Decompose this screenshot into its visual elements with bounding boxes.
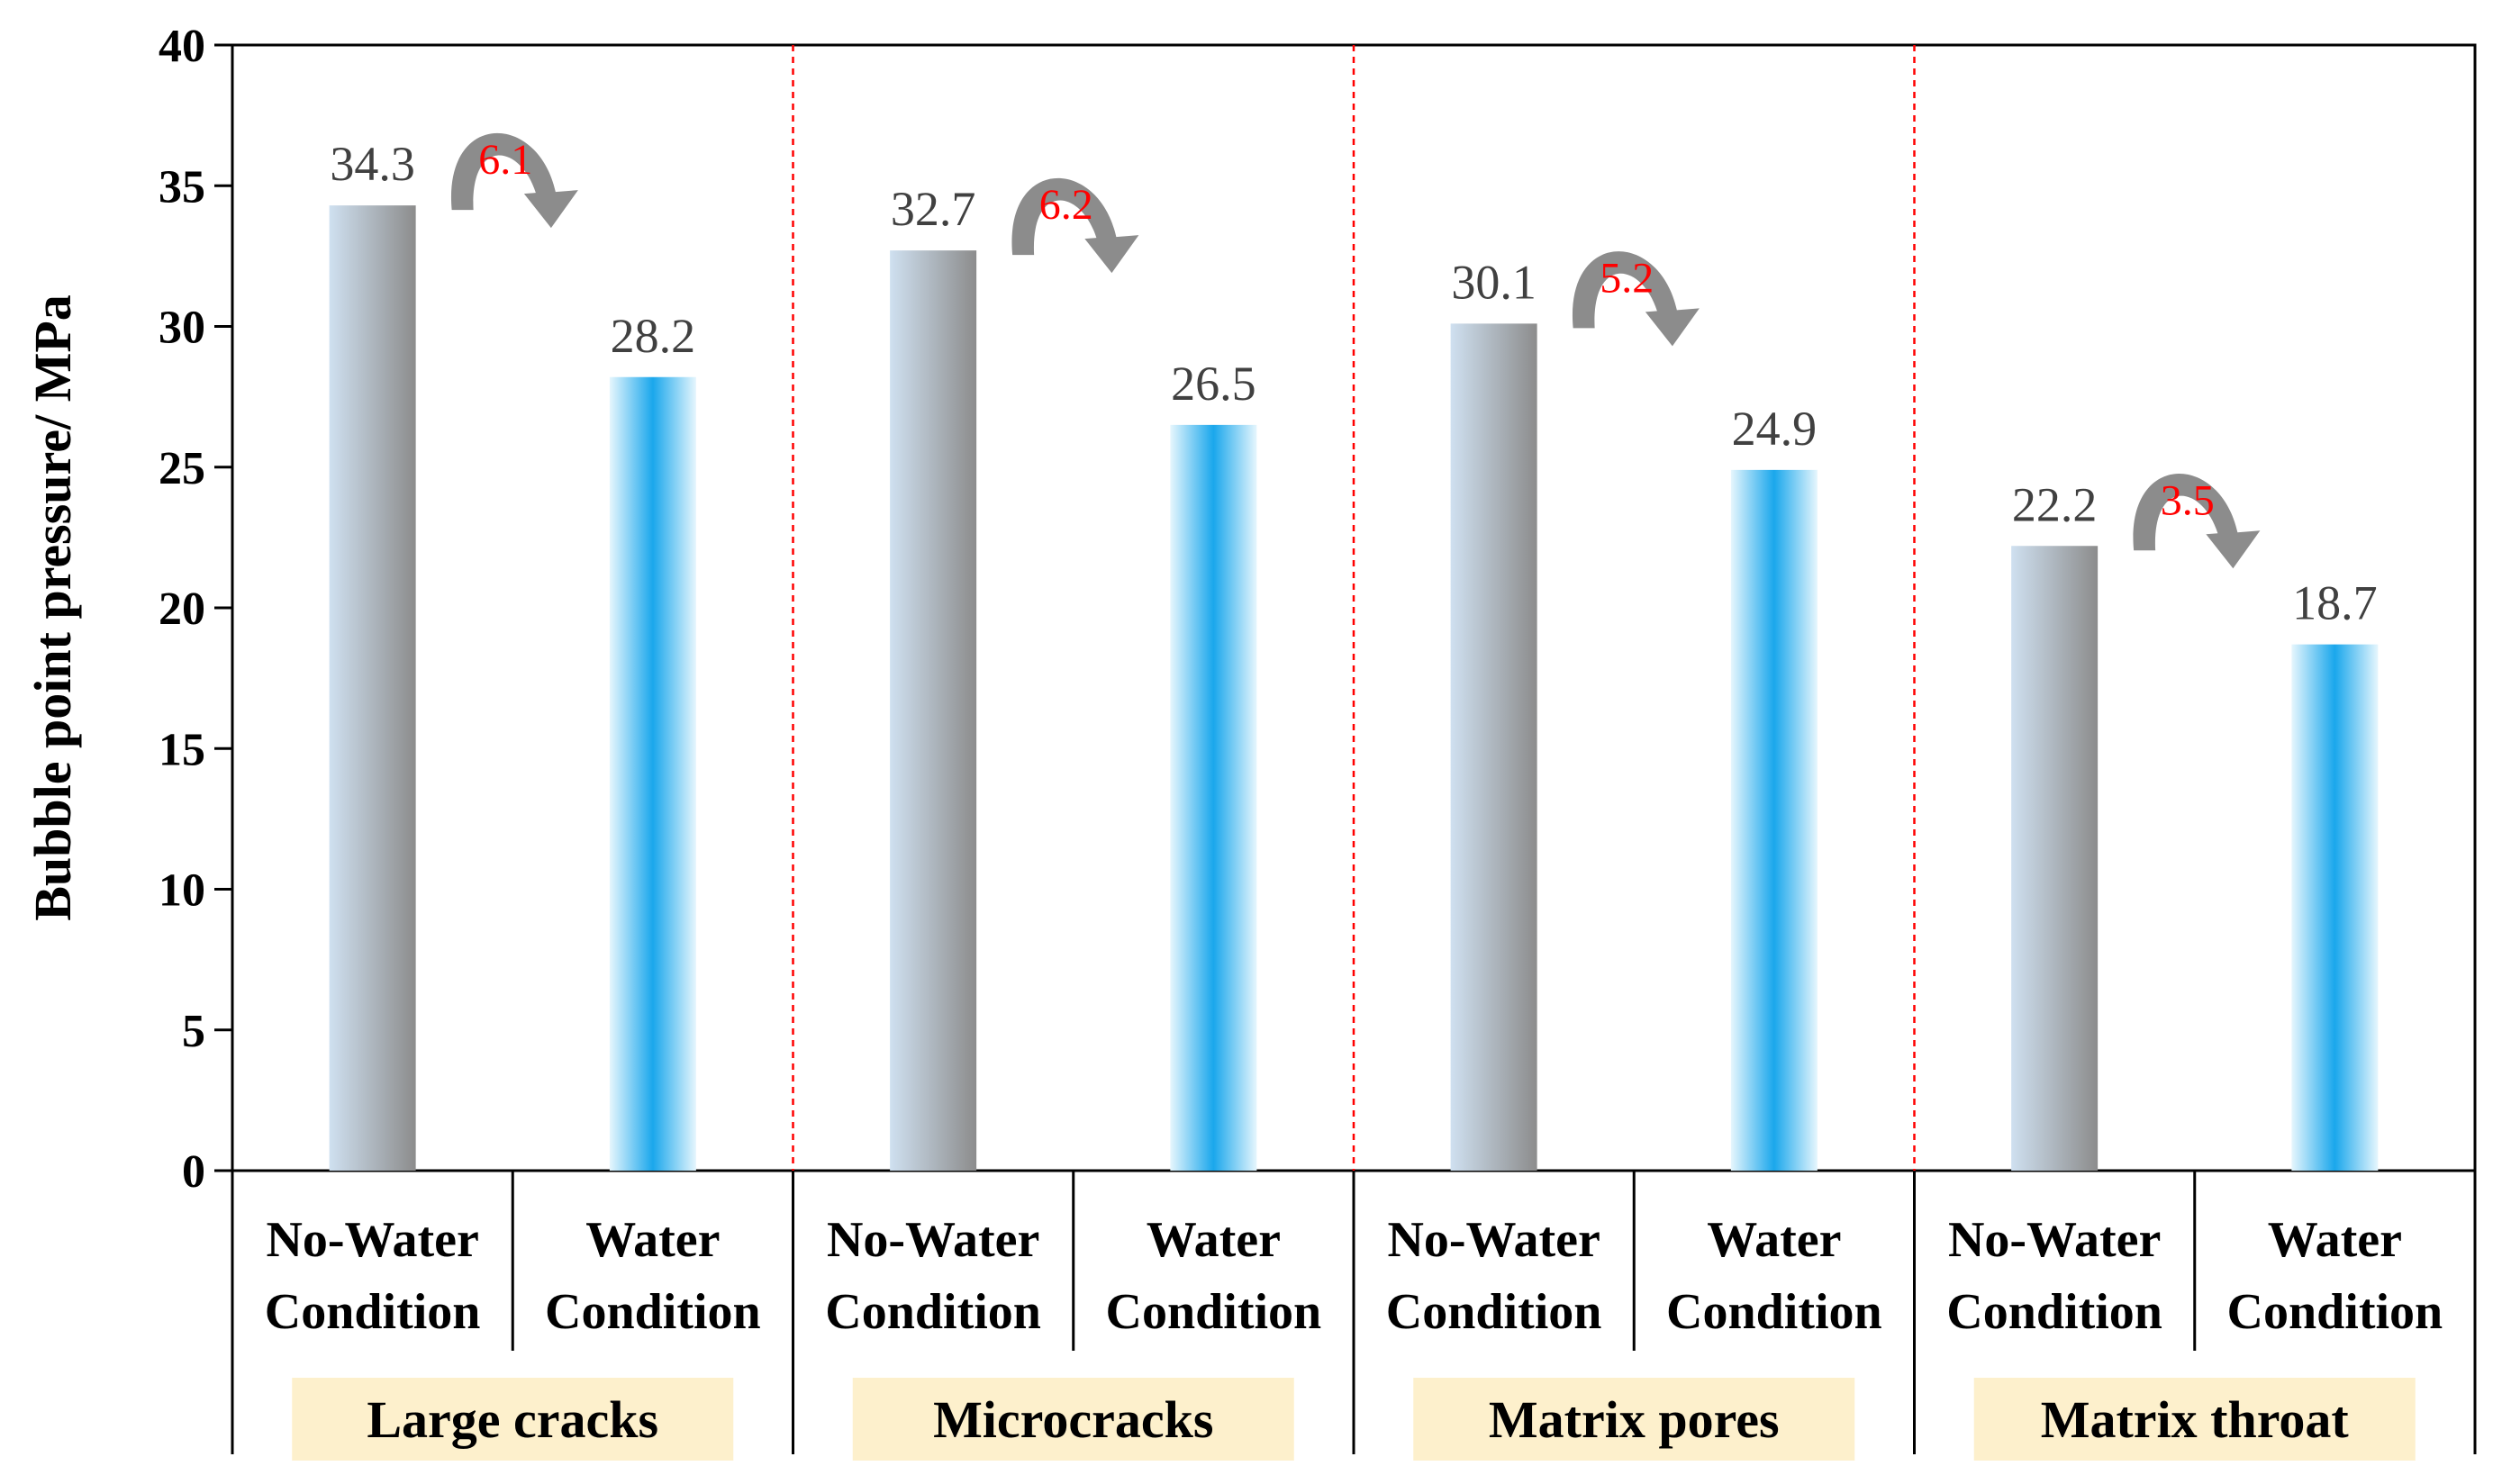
bar-value-label: 22.2 xyxy=(2012,477,2098,531)
difference-arrow xyxy=(450,132,578,229)
condition-label-line2: Condition xyxy=(825,1284,1041,1340)
bar-no-water xyxy=(1450,323,1537,1171)
difference-arrow xyxy=(2133,474,2261,569)
bar-water xyxy=(1170,424,1257,1171)
condition-label-line1: No-Water xyxy=(1387,1212,1600,1268)
bar-value-label: 26.5 xyxy=(1171,357,1256,411)
y-tick-label: 30 xyxy=(159,303,205,354)
bar-value-label: 32.7 xyxy=(891,182,976,236)
bar-no-water xyxy=(2011,546,2099,1171)
difference-label: 6.2 xyxy=(1039,181,1093,229)
condition-label-line1: Water xyxy=(585,1212,720,1268)
bar-water xyxy=(609,376,696,1171)
y-tick-label: 25 xyxy=(159,443,205,494)
group-label-box xyxy=(852,1378,1294,1461)
bar-value-label: 30.1 xyxy=(1451,255,1537,309)
condition-label-line1: No-Water xyxy=(827,1212,1039,1268)
y-tick-label: 10 xyxy=(159,865,205,917)
condition-label-line2: Condition xyxy=(1666,1284,1882,1340)
condition-label-line1: No-Water xyxy=(1948,1212,2161,1268)
condition-label-line2: Condition xyxy=(1106,1284,1322,1340)
difference-label: 5.2 xyxy=(1600,254,1654,302)
labels-layer: 34.3 28.2 6.1 No-Water Condition Water Conditi… xyxy=(265,132,2443,1461)
y-tick-label: 20 xyxy=(159,584,205,635)
difference-arrow xyxy=(1011,177,1139,274)
y-tick-label: 15 xyxy=(159,724,205,775)
condition-label-line1: Water xyxy=(1147,1212,1281,1268)
group-label: Microcracks xyxy=(933,1390,1213,1449)
condition-label-line2: Condition xyxy=(265,1284,481,1340)
condition-label-line1: No-Water xyxy=(266,1212,478,1268)
bar-no-water xyxy=(329,205,416,1171)
bar-value-label: 28.2 xyxy=(611,309,696,363)
group-label-box xyxy=(1973,1378,2416,1461)
condition-label-line1: Water xyxy=(1707,1212,1841,1268)
condition-label-line1: Water xyxy=(2268,1212,2402,1268)
condition-label-line2: Condition xyxy=(545,1284,761,1340)
bar-water xyxy=(2291,644,2379,1171)
y-tick-label: 5 xyxy=(182,1006,205,1057)
difference-label: 6.1 xyxy=(478,136,532,184)
y-tick-label: 40 xyxy=(159,21,205,72)
group-label: Matrix pores xyxy=(1489,1390,1780,1449)
axes-layer: 0 5 10 15 20 25 30 35 40 Bubble point pressure/ M… xyxy=(23,21,2477,1454)
group-label: Matrix throat xyxy=(2041,1390,2350,1449)
bar-value-label: 18.7 xyxy=(2292,576,2378,630)
bar-value-label: 24.9 xyxy=(1732,402,1818,456)
condition-label-line2: Condition xyxy=(2227,1284,2443,1340)
y-tick-label: 35 xyxy=(159,161,205,213)
group-label: Large cracks xyxy=(367,1390,658,1449)
group-label-box xyxy=(292,1378,734,1461)
condition-label-line2: Condition xyxy=(1386,1284,1602,1340)
condition-label-line2: Condition xyxy=(1946,1284,2162,1340)
bar-water xyxy=(1730,469,1818,1171)
bars-layer xyxy=(329,205,2379,1171)
group-label-box xyxy=(1413,1378,1855,1461)
bar-value-label: 34.3 xyxy=(330,137,415,191)
y-axis-label: Bubble point pressure/ MPa xyxy=(23,294,82,921)
difference-label: 3.5 xyxy=(2161,476,2215,524)
y-tick-label: 0 xyxy=(182,1146,205,1198)
difference-arrow xyxy=(1572,251,1700,347)
bar-no-water xyxy=(890,250,977,1171)
